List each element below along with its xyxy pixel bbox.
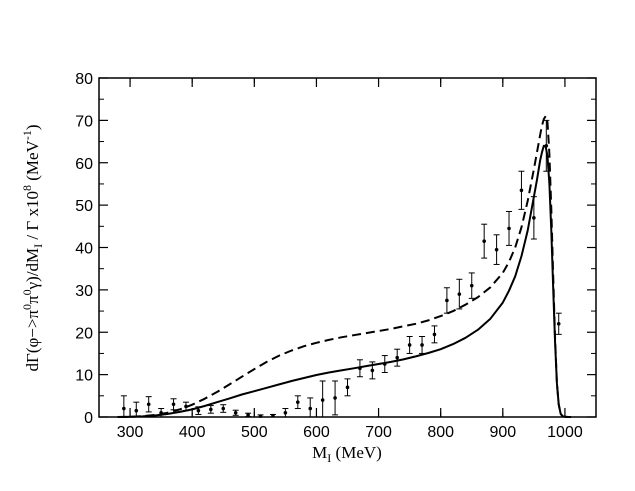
x-tick-label: 500 <box>241 424 268 441</box>
data-point <box>530 196 537 240</box>
x-tick-label: 900 <box>489 424 516 441</box>
y-tick-label: 40 <box>75 241 93 258</box>
x-tick-label: 400 <box>179 424 206 441</box>
y-tick-label: 50 <box>75 198 93 215</box>
data-point <box>158 408 165 418</box>
data-point <box>182 401 189 412</box>
data-marker <box>184 404 188 409</box>
data-marker <box>345 385 350 390</box>
x-tick-label: 300 <box>117 424 144 441</box>
data-point <box>443 287 450 314</box>
data-point <box>257 414 264 418</box>
data-point <box>133 401 140 418</box>
data-marker <box>196 408 201 413</box>
data-marker <box>445 298 449 303</box>
series-layer <box>117 115 572 418</box>
data-point <box>406 335 413 354</box>
data-point <box>481 223 488 259</box>
data-point <box>294 395 301 410</box>
data-point <box>431 325 438 344</box>
x-tick-label: 700 <box>365 424 392 441</box>
data-point <box>344 378 351 397</box>
data-point <box>419 335 426 354</box>
dashed-curve <box>117 115 572 418</box>
data-marker <box>209 407 213 412</box>
data-point <box>456 278 463 310</box>
data-marker <box>308 406 313 411</box>
data-marker <box>271 413 275 418</box>
x-axis-label: MI (MeV) <box>312 443 382 465</box>
data-point <box>543 119 550 172</box>
data-marker <box>159 410 163 415</box>
data-point <box>145 396 152 413</box>
data-marker <box>556 321 561 326</box>
data-point <box>555 312 562 335</box>
data-marker <box>122 406 126 411</box>
y-axis-label: dΓ(φ−>π0π0γ)/dMI / Γ x108 (MeV-1) <box>20 124 45 371</box>
x-tick-label: 800 <box>427 424 454 441</box>
data-point <box>506 210 513 246</box>
data-marker <box>494 247 499 252</box>
y-tick-label: 60 <box>75 156 93 173</box>
data-points <box>120 119 562 418</box>
data-point <box>307 397 314 418</box>
data-marker <box>134 408 139 413</box>
data-marker <box>296 400 300 404</box>
y-axis: 0 10 20 30 40 50 60 70 80 <box>75 71 596 427</box>
data-point <box>195 406 202 415</box>
data-point <box>232 409 239 416</box>
data-point <box>120 395 127 418</box>
data-point <box>394 348 401 367</box>
data-point <box>493 234 500 265</box>
y-tick-label: 0 <box>84 410 93 427</box>
data-marker <box>233 410 238 415</box>
y-tick-label: 10 <box>75 368 93 385</box>
data-marker <box>283 410 288 415</box>
data-marker <box>333 396 337 400</box>
data-point <box>319 380 326 418</box>
data-marker <box>507 226 511 231</box>
data-point <box>369 361 376 380</box>
data-point <box>207 405 214 414</box>
data-point <box>332 380 339 416</box>
data-point <box>468 272 475 299</box>
data-marker <box>420 343 424 347</box>
data-marker <box>544 144 549 148</box>
y-tick-label: 20 <box>75 325 93 342</box>
data-marker <box>221 406 226 411</box>
data-marker <box>370 368 375 373</box>
data-point <box>245 412 252 418</box>
data-marker <box>469 283 474 288</box>
data-marker <box>171 402 176 407</box>
data-marker <box>407 343 412 347</box>
data-marker <box>146 402 151 407</box>
y-tick-label: 30 <box>75 283 93 300</box>
data-marker <box>395 355 400 360</box>
data-point <box>170 398 177 411</box>
data-point <box>220 404 227 413</box>
data-marker <box>258 414 263 418</box>
data-marker <box>457 292 462 296</box>
data-point <box>381 355 388 374</box>
y-tick-label: 80 <box>75 71 93 88</box>
data-marker <box>246 413 250 417</box>
data-point <box>269 413 276 418</box>
data-marker <box>519 188 524 193</box>
x-axis: 300 400 500 600 700 800 900 1000 <box>117 78 583 441</box>
data-marker <box>482 239 486 243</box>
y-tick-label: 70 <box>75 113 93 130</box>
data-marker <box>358 366 362 371</box>
data-marker <box>382 362 387 366</box>
x-tick-label: 600 <box>303 424 330 441</box>
data-marker <box>532 216 536 220</box>
data-marker <box>432 332 437 337</box>
data-point <box>356 359 363 378</box>
data-marker <box>320 398 325 402</box>
data-point <box>282 408 289 418</box>
data-point <box>518 170 525 210</box>
x-tick-label: 1000 <box>547 424 583 441</box>
